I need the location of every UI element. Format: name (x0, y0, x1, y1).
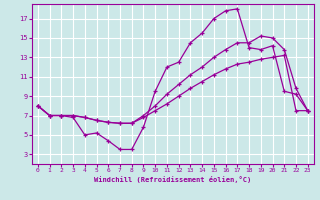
X-axis label: Windchill (Refroidissement éolien,°C): Windchill (Refroidissement éolien,°C) (94, 176, 252, 183)
